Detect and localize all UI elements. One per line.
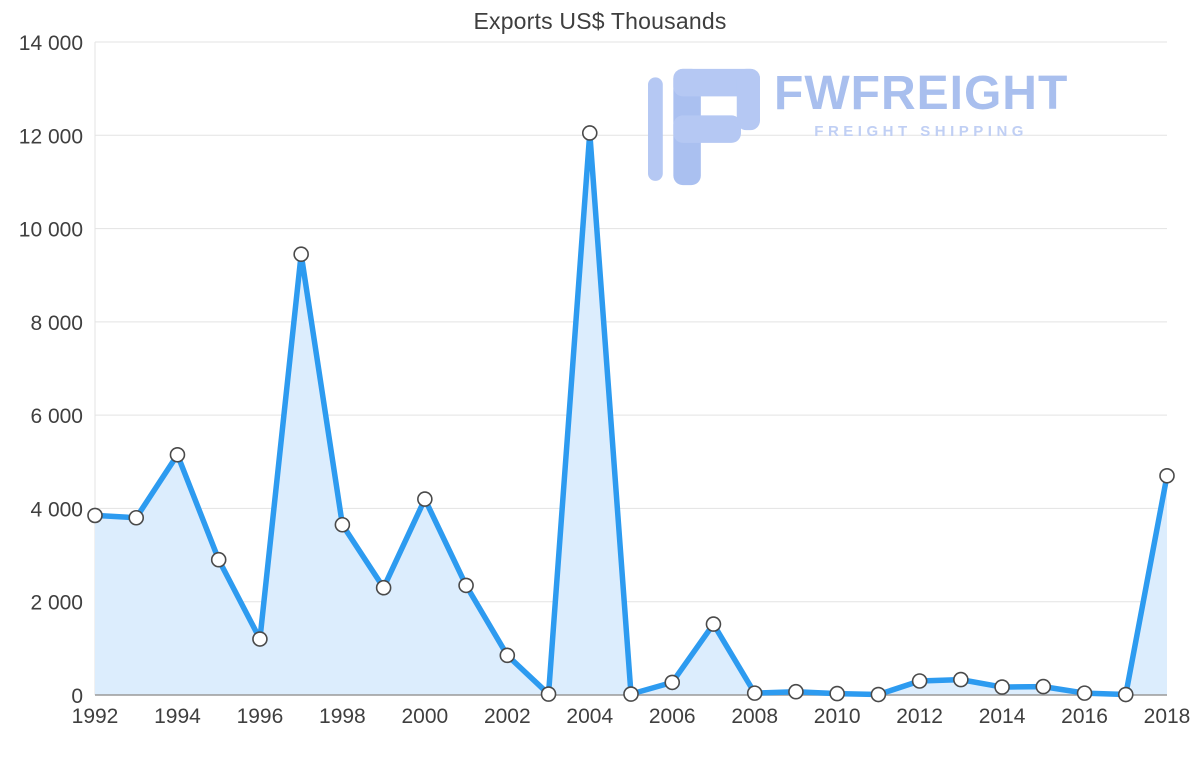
x-axis-tick-label: 2002 xyxy=(484,705,531,728)
data-point-marker[interactable] xyxy=(128,509,145,526)
data-point-marker[interactable] xyxy=(375,579,392,596)
y-axis-tick-label: 4 000 xyxy=(30,498,83,521)
data-point-marker[interactable] xyxy=(540,686,557,702)
data-point-marker[interactable] xyxy=(458,577,474,594)
line-series xyxy=(92,130,1170,698)
chart-title: Exports US$ Thousands xyxy=(473,8,727,34)
x-axis-tick-label: 2018 xyxy=(1144,705,1191,728)
x-axis-tick-label: 2012 xyxy=(896,705,943,728)
y-axis-tick-label: 2 000 xyxy=(30,592,83,615)
x-axis-tick-label: 2004 xyxy=(566,705,613,728)
data-point-marker[interactable] xyxy=(169,446,186,463)
data-point-marker[interactable] xyxy=(994,679,1010,695)
x-axis-tick-label: 2008 xyxy=(731,705,778,728)
x-axis-tick-label: 2000 xyxy=(401,705,448,728)
data-point-marker[interactable] xyxy=(746,685,763,701)
data-point-marker[interactable] xyxy=(1117,686,1134,703)
x-axis-tick-label: 1992 xyxy=(72,705,119,728)
y-axis-tick-label: 6 000 xyxy=(30,405,83,428)
data-point-marker[interactable] xyxy=(334,516,351,533)
data-point-marker[interactable] xyxy=(293,246,309,263)
data-point-marker[interactable] xyxy=(1035,678,1052,695)
data-point-marker[interactable] xyxy=(210,551,227,568)
data-point-marker[interactable] xyxy=(664,674,681,691)
x-axis-tick-label: 2006 xyxy=(649,705,696,728)
x-axis-tick-label: 1994 xyxy=(154,705,201,728)
x-axis-tick-label: 1998 xyxy=(319,705,366,728)
data-point-marker[interactable] xyxy=(581,125,598,141)
data-point-marker[interactable] xyxy=(911,673,928,689)
data-point-marker[interactable] xyxy=(788,683,804,700)
y-axis-tick-label: 0 xyxy=(71,685,83,708)
data-point-marker[interactable] xyxy=(829,685,845,702)
data-point-marker[interactable] xyxy=(623,686,639,702)
y-axis-tick-label: 14 000 xyxy=(19,32,83,55)
x-axis-tick-label: 2010 xyxy=(814,705,861,728)
data-point-marker[interactable] xyxy=(1076,685,1093,701)
data-point-marker[interactable] xyxy=(870,686,887,703)
x-axis-tick-label: 2014 xyxy=(979,705,1026,728)
data-point-marker[interactable] xyxy=(252,631,268,647)
y-axis-tick-label: 8 000 xyxy=(30,312,83,335)
x-axis-tick-label: 1996 xyxy=(237,705,284,728)
x-axis-tick-label: 2016 xyxy=(1061,705,1108,728)
data-point-marker[interactable] xyxy=(499,647,516,664)
data-point-marker[interactable] xyxy=(705,616,722,632)
data-point-marker[interactable] xyxy=(417,491,433,507)
y-axis-tick-label: 10 000 xyxy=(19,219,83,242)
y-axis-tick-label: 12 000 xyxy=(19,125,83,148)
data-point-marker[interactable] xyxy=(953,671,969,688)
data-point-marker[interactable] xyxy=(87,507,103,524)
area-fill xyxy=(95,132,1167,696)
data-point-marker[interactable] xyxy=(1159,467,1175,484)
